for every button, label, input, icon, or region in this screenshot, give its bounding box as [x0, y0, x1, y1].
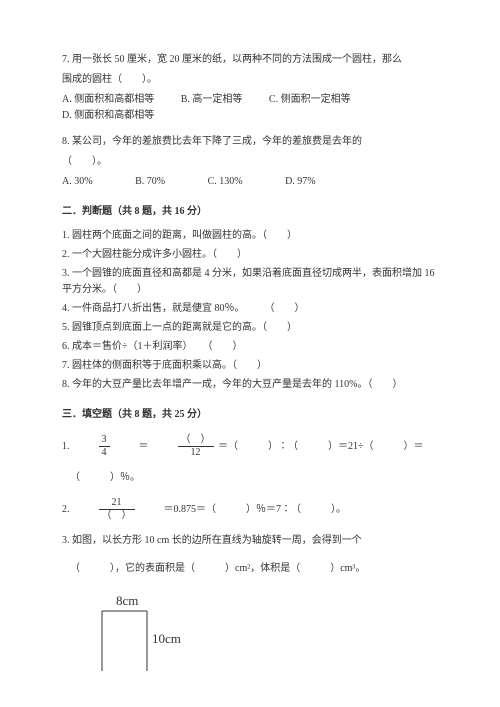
fraction-21-blank: 21 （ ）	[99, 498, 135, 521]
fig-label-side: 10cm	[152, 631, 181, 646]
q8-optB: B. 70%	[135, 174, 165, 190]
section3-title: 三．填空题（共 8 题，共 25 分）	[62, 407, 438, 423]
q7-line1: 7. 用一张长 50 厘米，宽 20 厘米的纸，以两种不同的方法围成一个圆柱，那…	[62, 52, 438, 68]
q7-optB: B. 高一定相等	[181, 92, 243, 108]
q8-optC: C. 130%	[208, 174, 243, 190]
s2-q7: 7. 圆柱体的侧面积等于底面积乘以高。（ ）	[62, 358, 438, 374]
s2-q8: 8. 今年的大豆产量比去年增产一成，今年的大豆产量是去年的 110%。（ ）	[62, 377, 438, 393]
q7-optA: A. 侧面积和高都相等	[62, 92, 154, 108]
q7-optC: C. 侧面积一定相等	[269, 92, 351, 108]
s2-q1: 1. 圆柱两个底面之间的距离，叫做圆柱的高。（ ）	[62, 228, 438, 244]
fig-label-top: 8cm	[116, 593, 138, 608]
s2-q6: 6. 成本＝售价÷（1＋利润率） （ ）	[62, 339, 438, 355]
s2-q4: 4. 一件商品打八折出售，就是便宜 80％。 （ ）	[62, 301, 438, 317]
page-content: 7. 用一张长 50 厘米，宽 20 厘米的纸，以两种不同的方法围成一个圆柱，那…	[0, 0, 500, 693]
figure-svg: 8cm 10cm	[92, 593, 202, 673]
q7-optD: D. 侧面积和高都相等	[62, 108, 154, 124]
fraction-blank-12: （ ） 12	[178, 435, 214, 458]
s2-q2: 2. 一个大圆柱能分成许多小圆柱。（ ）	[62, 247, 438, 263]
s3-q1-label: 1.	[62, 441, 70, 452]
s2-q5: 5. 圆锥顶点到底面上一点的距离就是它的高。（ ）	[62, 320, 438, 336]
fraction-3-4: 3 4	[99, 435, 110, 458]
s3-q2: 2. 21 （ ） ＝0.875＝（ ）％＝7∶（ ）。	[62, 498, 438, 521]
s3-q3-line1: 3. 如图，以长方形 10 cm 长的边所在直线为轴旋转一周，会得到一个	[62, 533, 438, 549]
rotation-figure: 8cm 10cm	[92, 593, 438, 673]
q8-line1: 8. 某公司，今年的差旅费比去年下降了三成，今年的差旅费是去年的	[62, 134, 438, 150]
q8-line2: （ ）。	[62, 154, 438, 170]
s2-q3: 3. 一个圆锥的底面直径和高都是 4 分米，如果沿着底面直径切成两半，表面积增加…	[62, 266, 438, 298]
s3-q2-label: 2.	[62, 504, 70, 515]
q8-optA: A. 30%	[62, 174, 93, 190]
section2-title: 二．判断题（共 8 题，共 16 分）	[62, 204, 438, 220]
q8-optD: D. 97%	[285, 174, 316, 190]
q7-line2: 围成的圆柱（ ）。	[62, 72, 438, 88]
s3-q1: 1. 3 4 ＝ （ ） 12 ＝（ ）∶（ ）＝21÷（ ）＝	[62, 435, 438, 458]
q8-options: A. 30% B. 70% C. 130% D. 97%	[62, 174, 438, 190]
s3-q1-line2: （ ）％。	[70, 470, 438, 486]
q7-options: A. 侧面积和高都相等 B. 高一定相等 C. 侧面积一定相等 D. 侧面积和高…	[62, 92, 438, 124]
s3-q3-line2: （ ），它的表面积是（ ）cm²，体积是（ ）cm³。	[70, 561, 438, 577]
